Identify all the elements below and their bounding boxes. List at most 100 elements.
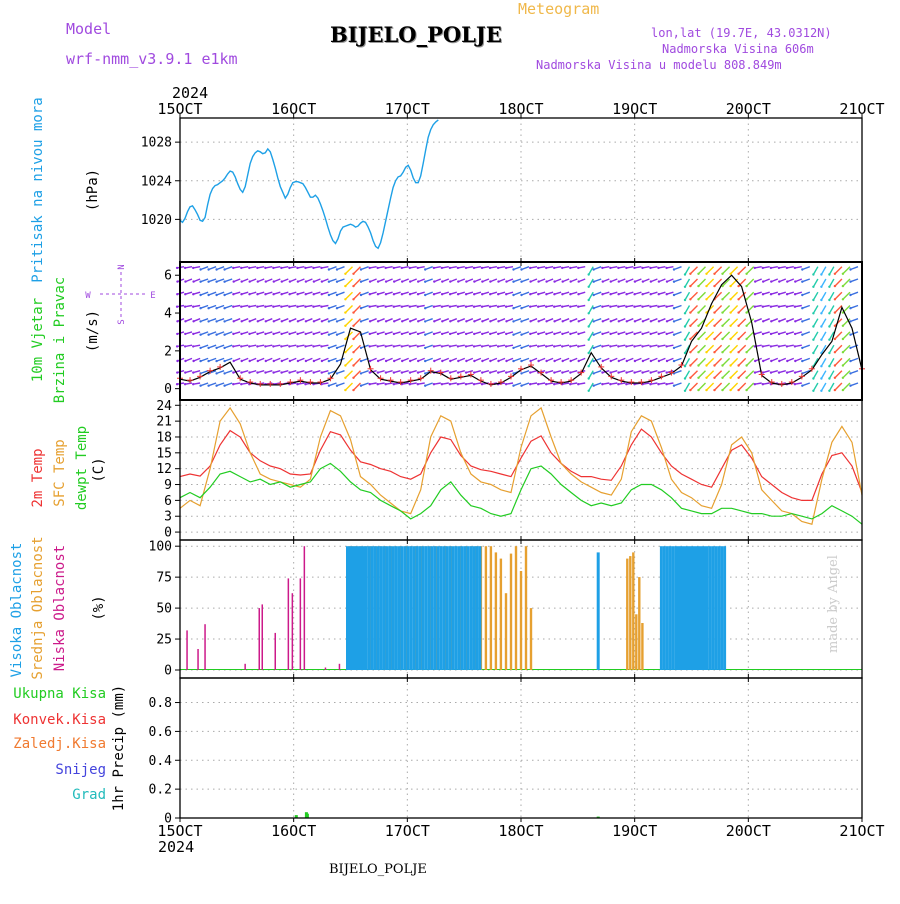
wind-arrowhead bbox=[184, 280, 187, 283]
wind-arrowhead bbox=[689, 311, 692, 314]
precip-side-label: Snijeg bbox=[55, 762, 106, 778]
wind-arrow bbox=[673, 382, 682, 387]
wind-arrowhead bbox=[737, 364, 740, 367]
cloud-bar bbox=[415, 546, 419, 670]
wind-arrow bbox=[336, 304, 345, 309]
wind-arrowhead bbox=[320, 332, 323, 336]
wind-arrow bbox=[738, 370, 747, 379]
wind-arrow bbox=[834, 278, 843, 287]
wind-arrowhead bbox=[288, 359, 292, 363]
wind-arrow bbox=[200, 370, 209, 375]
wind-arrow bbox=[842, 278, 851, 287]
wind-arrow bbox=[689, 331, 698, 340]
wind-arrow bbox=[812, 305, 819, 314]
cloud-bar bbox=[388, 546, 392, 670]
wind-arrowhead bbox=[327, 346, 331, 350]
cloud-bar bbox=[391, 546, 395, 670]
y-tick-label: 12 bbox=[156, 462, 172, 477]
wind-arrowhead bbox=[207, 346, 210, 350]
wind-arrowhead bbox=[812, 273, 815, 276]
wind-arrow bbox=[593, 318, 602, 323]
wind-arrowhead bbox=[176, 359, 179, 363]
wind-arrowhead bbox=[769, 266, 773, 270]
wind-arrowhead bbox=[529, 359, 532, 363]
precip-side-label: Konvek.Kisa bbox=[13, 712, 106, 728]
wind-arrowhead bbox=[176, 371, 179, 374]
wind-arrowhead bbox=[721, 337, 724, 341]
y-tick-label: 1024 bbox=[141, 174, 172, 189]
wind-arrowhead bbox=[820, 338, 823, 341]
wind-arrow bbox=[521, 291, 530, 296]
wind-arrowhead bbox=[849, 346, 852, 350]
wind-arrowhead bbox=[183, 383, 187, 386]
cloud-bar bbox=[448, 546, 452, 670]
wind-arrowhead bbox=[215, 293, 218, 297]
wind-arrowhead bbox=[392, 305, 395, 308]
wind-arrowhead bbox=[841, 272, 845, 275]
wind-arrowhead bbox=[705, 337, 708, 341]
wind-arrowhead bbox=[344, 324, 347, 327]
wind-arrowhead bbox=[489, 320, 492, 323]
wind-arrow bbox=[828, 266, 835, 275]
wind-arrow bbox=[328, 357, 337, 362]
wind-arrowhead bbox=[520, 307, 523, 310]
cloud-bar bbox=[687, 546, 690, 670]
wind-arrowhead bbox=[812, 377, 815, 380]
wind-arrow bbox=[673, 344, 682, 349]
wind-arrowhead bbox=[312, 345, 315, 348]
wind-arrowhead bbox=[408, 293, 412, 296]
wind-arrow bbox=[424, 266, 433, 271]
cloud-bar bbox=[346, 546, 349, 670]
wind-arrowhead bbox=[672, 346, 676, 350]
wind-arrow bbox=[353, 382, 361, 391]
wind-arrowhead bbox=[785, 332, 789, 336]
wind-arrowhead bbox=[841, 324, 845, 327]
wind-arrowhead bbox=[625, 293, 628, 296]
wind-arrowhead bbox=[713, 388, 716, 392]
wind-arrowhead bbox=[456, 383, 460, 386]
wind-arrow bbox=[684, 344, 691, 354]
wind-arrowhead bbox=[199, 293, 202, 297]
wind-arrowhead bbox=[537, 383, 540, 386]
wind-arrowhead bbox=[753, 345, 756, 348]
wind-arrowhead bbox=[705, 284, 708, 288]
wind-arrowhead bbox=[505, 280, 508, 283]
wind-arrowhead bbox=[729, 364, 732, 367]
elevation-label: Nadmorska Visina 606m bbox=[662, 42, 814, 56]
wind-arrow bbox=[588, 331, 594, 341]
wind-arrowhead bbox=[737, 284, 740, 288]
wind-arrow bbox=[336, 344, 345, 349]
x-tick-label-top: 21OCT bbox=[839, 100, 884, 118]
y-tick-label: 6 bbox=[164, 269, 172, 284]
wind-arrowhead bbox=[649, 305, 652, 308]
wind-arrowhead bbox=[705, 388, 708, 392]
wind-arrow bbox=[336, 331, 345, 336]
wind-arrowhead bbox=[232, 332, 235, 336]
wind-arrow bbox=[842, 318, 851, 327]
wind-arrowhead bbox=[296, 305, 299, 308]
wind-arrow bbox=[684, 382, 691, 392]
precip-side-label: Zaledj.Kisa bbox=[13, 736, 106, 752]
wind-arrowhead bbox=[359, 320, 363, 323]
wind-arrow bbox=[722, 370, 731, 379]
wind-arrowhead bbox=[617, 383, 620, 386]
wind-arrowhead bbox=[778, 320, 781, 323]
wind-arrow bbox=[812, 382, 819, 392]
wind-arrowhead bbox=[833, 364, 837, 367]
wind-arrow bbox=[360, 318, 369, 323]
wind-arrowhead bbox=[199, 359, 202, 363]
wind-arrow bbox=[216, 370, 225, 375]
wind-arrowhead bbox=[184, 332, 187, 336]
wind-arrowhead bbox=[296, 359, 300, 363]
wind-arrowhead bbox=[489, 293, 492, 296]
cloud-bar bbox=[717, 546, 721, 670]
wind-arrow bbox=[424, 357, 433, 362]
wind-arrow bbox=[344, 382, 353, 391]
wind-arrow bbox=[200, 318, 209, 323]
wind-arrowhead bbox=[344, 298, 347, 301]
wind-arrowhead bbox=[240, 305, 243, 308]
cloud-bar bbox=[665, 546, 669, 670]
cloud-bar bbox=[499, 558, 503, 670]
wind-arrowhead bbox=[184, 320, 187, 323]
wind-arrowhead bbox=[841, 376, 845, 379]
